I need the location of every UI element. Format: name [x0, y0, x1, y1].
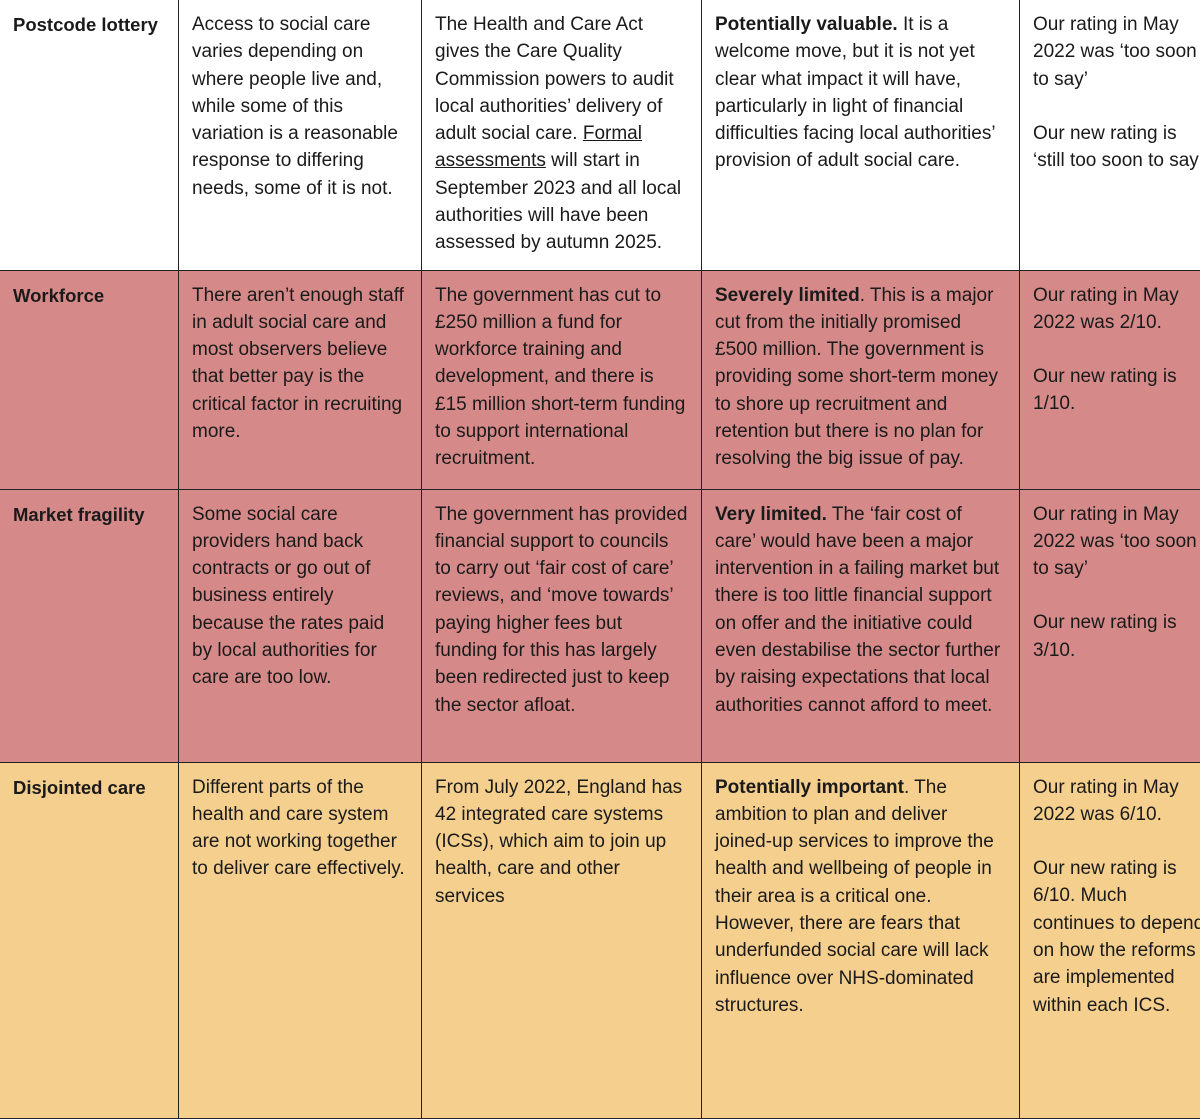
verdict-lead: Potentially valuable.: [715, 14, 898, 35]
action-cell: The government has provided financial su…: [422, 489, 702, 762]
rating-old: Our rating in May 2022 was ‘too soon to …: [1033, 501, 1200, 583]
rating-cell: Our rating in May 2022 was ‘too soon to …: [1020, 0, 1200, 270]
rating-cell: Our rating in May 2022 was ‘too soon to …: [1020, 489, 1200, 762]
rating-cell: Our rating in May 2022 was 2/10. Our new …: [1020, 270, 1200, 489]
verdict-lead: Severely limited: [715, 285, 860, 306]
table-row-workforce: Workforce There aren’t enough staff in a…: [0, 270, 1200, 489]
problem-cell: Different parts of the health and care s…: [179, 762, 422, 1118]
rating-new: Our new rating is 6/10. Much continues t…: [1033, 855, 1200, 1019]
rating-old: Our rating in May 2022 was 6/10.: [1033, 774, 1200, 829]
rating-new: Our new rating is ‘still too soon to say…: [1033, 120, 1200, 175]
topic-cell: Market fragility: [0, 489, 179, 762]
rating-new: Our new rating is 1/10.: [1033, 363, 1200, 418]
verdict-cell: Potentially important. The ambition to p…: [702, 762, 1020, 1118]
topic-cell: Workforce: [0, 270, 179, 489]
verdict-text: . The ambition to plan and deliver joine…: [715, 777, 994, 1016]
verdict-text: It is a welcome move, but it is not yet …: [715, 14, 995, 171]
verdict-text: . This is a major cut from the initially…: [715, 285, 998, 470]
verdict-lead: Very limited.: [715, 504, 827, 525]
action-cell: From July 2022, England has 42 integrate…: [422, 762, 702, 1118]
action-cell: The government has cut to £250 million a…: [422, 270, 702, 489]
verdict-cell: Potentially valuable. It is a welcome mo…: [702, 0, 1020, 270]
table-row-postcode-lottery: Postcode lottery Access to social care v…: [0, 0, 1200, 270]
rating-new: Our new rating is 3/10.: [1033, 609, 1200, 664]
action-cell: The Health and Care Act gives the Care Q…: [422, 0, 702, 270]
problem-cell: Access to social care varies depending o…: [179, 0, 422, 270]
verdict-cell: Severely limited. This is a major cut fr…: [702, 270, 1020, 489]
verdict-lead: Potentially important: [715, 777, 904, 798]
topic-cell: Disjointed care: [0, 762, 179, 1118]
problem-cell: There aren’t enough staff in adult socia…: [179, 270, 422, 489]
topic-cell: Postcode lottery: [0, 0, 179, 270]
rating-cell: Our rating in May 2022 was 6/10. Our new …: [1020, 762, 1200, 1118]
table-row-market-fragility: Market fragility Some social care provid…: [0, 489, 1200, 762]
rating-old: Our rating in May 2022 was ‘too soon to …: [1033, 11, 1200, 93]
rating-old: Our rating in May 2022 was 2/10.: [1033, 282, 1200, 337]
problem-cell: Some social care providers hand back con…: [179, 489, 422, 762]
table-row-disjointed-care: Disjointed care Different parts of the h…: [0, 762, 1200, 1118]
verdict-cell: Very limited. The ‘fair cost of care’ wo…: [702, 489, 1020, 762]
verdict-text: The ‘fair cost of care’ would have been …: [715, 504, 1000, 716]
